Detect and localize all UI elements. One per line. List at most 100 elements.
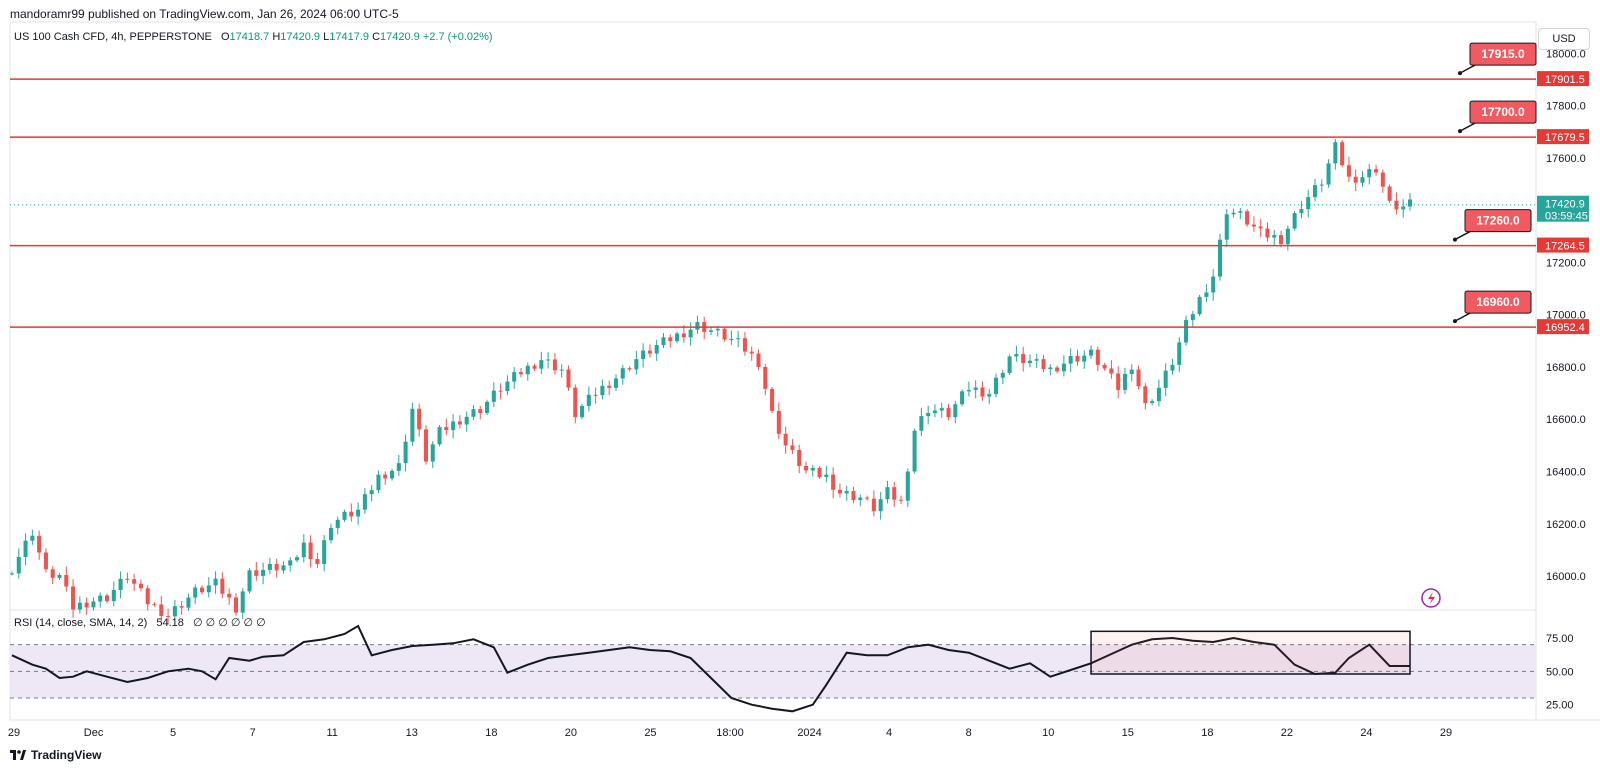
- candle-body: [186, 597, 191, 608]
- candle-body: [1089, 349, 1094, 356]
- candle-body: [797, 449, 802, 466]
- candle-body: [1204, 292, 1209, 297]
- candle-body: [593, 394, 598, 396]
- candle-body: [1156, 387, 1161, 402]
- rsi-legend: RSI (14, close, SMA, 14, 2) 54.18 ∅ ∅ ∅ …: [14, 616, 266, 629]
- candle-body: [152, 604, 157, 606]
- candle-body: [369, 490, 374, 495]
- candle-body: [23, 540, 28, 558]
- callout-pointer: [1459, 64, 1476, 74]
- candle-body: [1346, 165, 1351, 177]
- candle-body: [539, 360, 544, 369]
- time-tick-label: 4: [886, 727, 892, 739]
- time-tick-label: 7: [250, 727, 256, 739]
- candle-body: [1340, 142, 1345, 166]
- candle-body: [966, 389, 971, 392]
- time-tick-label: 18: [485, 727, 497, 739]
- price-tick-label: 17000.0: [1546, 310, 1586, 322]
- rsi-value: 54.18: [156, 617, 184, 629]
- candle-body: [912, 430, 917, 472]
- candle-body: [193, 587, 198, 598]
- price-chart[interactable]: 17915.0 17700.0 17260.0 16960.0 18000.0 1780…: [0, 0, 1600, 740]
- price-tick-label: 18000.0: [1546, 48, 1586, 60]
- candle-body: [1034, 359, 1039, 361]
- currency-button[interactable]: USD: [1538, 28, 1590, 50]
- symbol-name: US 100 Cash CFD, 4h, PEPPERSTONE: [14, 31, 212, 43]
- candle-body: [132, 579, 137, 584]
- candle-body: [1082, 355, 1087, 362]
- time-tick-label: 22: [1281, 727, 1293, 739]
- symbol-info: US 100 Cash CFD, 4h, PEPPERSTONE O17418.…: [14, 31, 493, 43]
- candle-body: [111, 589, 116, 602]
- candle-body: [57, 574, 62, 578]
- candle-body: [573, 387, 578, 418]
- candle-body: [973, 387, 978, 390]
- candle-body: [532, 365, 537, 369]
- candle-body: [953, 404, 958, 418]
- candle-body: [708, 330, 714, 332]
- axes: 18000.017800.017600.017400.017200.017000…: [8, 48, 1589, 739]
- candle-body: [607, 385, 612, 388]
- candle-body: [1136, 369, 1141, 387]
- time-tick-label: 24: [1360, 727, 1372, 739]
- candle-body: [166, 616, 171, 618]
- candle-body: [1374, 169, 1379, 173]
- price-tick-label: 17800.0: [1546, 101, 1586, 113]
- lightning-icon[interactable]: [1421, 588, 1441, 608]
- candle-body: [885, 487, 890, 500]
- candle-body: [613, 378, 619, 388]
- candle-body: [756, 353, 761, 367]
- candle-body: [987, 394, 992, 397]
- candle-body: [1326, 163, 1331, 185]
- candle-body: [356, 509, 361, 517]
- candle-body: [824, 474, 829, 478]
- level-axis-badge: [1537, 71, 1589, 87]
- candle-body: [1258, 226, 1263, 229]
- time-tick-label: 5: [170, 727, 176, 739]
- candle-body: [654, 345, 659, 354]
- footer-brand: TradingView: [10, 748, 101, 762]
- rsi-settings-label: RSI (14, close, SMA, 14, 2): [14, 617, 148, 629]
- candle-body: [1129, 369, 1134, 375]
- candle-body: [1292, 213, 1297, 229]
- candle-body: [566, 369, 571, 388]
- rsi-tick-label: 50.00: [1546, 666, 1574, 678]
- candle-body: [1285, 228, 1290, 245]
- high-value: 17420.9: [280, 31, 321, 43]
- candle-body: [980, 387, 985, 397]
- time-tick-label: Dec: [84, 727, 104, 739]
- candle-body: [64, 574, 69, 587]
- candle-body: [43, 552, 48, 570]
- candle-body: [1061, 363, 1066, 372]
- candle-body: [803, 465, 809, 471]
- level-callout-box: [1464, 209, 1532, 233]
- candle-body: [1007, 356, 1012, 373]
- candle-body: [600, 385, 605, 396]
- candle-body: [199, 587, 205, 593]
- candle-body: [498, 390, 503, 392]
- level-axis-badge: [1537, 319, 1589, 335]
- candle-body: [362, 494, 367, 510]
- candle-body: [267, 564, 272, 570]
- level-callout-box: [1464, 290, 1532, 314]
- rsi-panel: [10, 624, 1536, 713]
- candle-body: [668, 337, 673, 342]
- time-tick-label: 10: [1042, 727, 1054, 739]
- callout-pointer: [1459, 122, 1476, 132]
- candle-body: [233, 597, 238, 613]
- candle-body: [865, 497, 870, 499]
- candle-body: [722, 328, 727, 340]
- candle-body: [729, 338, 734, 340]
- candle-body: [661, 337, 666, 346]
- candle-body: [172, 606, 177, 617]
- candle-body: [932, 410, 937, 413]
- level-axis-label: 17901.5: [1545, 74, 1585, 86]
- candle-body: [1245, 211, 1250, 225]
- close-label: C: [372, 31, 381, 43]
- candle-body: [145, 588, 150, 605]
- candle-body: [1265, 228, 1270, 238]
- candle-body: [586, 394, 591, 406]
- candle-body: [315, 559, 320, 565]
- time-tick-label: 29: [1440, 727, 1452, 739]
- level-callout-label: 17700.0: [1481, 105, 1525, 119]
